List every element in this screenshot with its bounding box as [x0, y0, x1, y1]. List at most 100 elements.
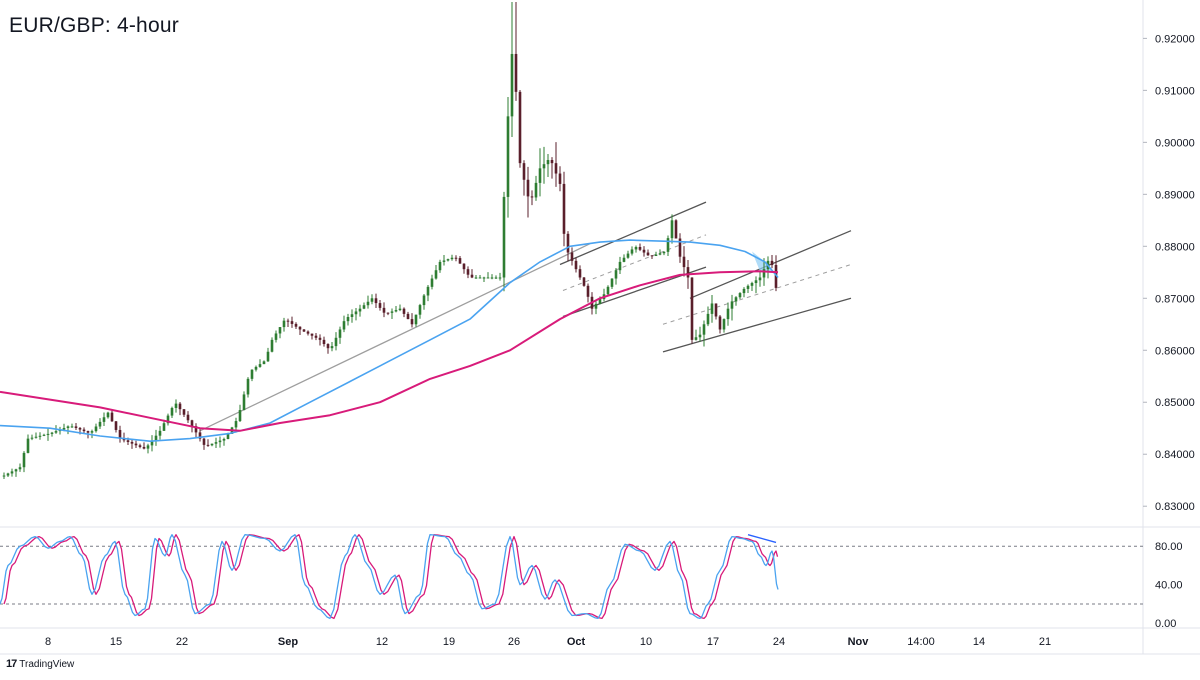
candle-body: [346, 317, 350, 322]
time-axis-label: 8: [45, 636, 51, 648]
price-tick-label: 0.91000: [1155, 85, 1195, 97]
trendline-channel2-upper: [689, 230, 852, 299]
candle-body: [326, 344, 330, 349]
candle-body: [614, 270, 618, 279]
candle-body: [142, 446, 146, 449]
candle-body: [78, 427, 82, 430]
candle-body: [754, 280, 758, 284]
candle-body: [750, 283, 754, 286]
candle-body: [334, 337, 338, 347]
candle-body: [570, 252, 574, 261]
time-axis-label: 15: [110, 636, 122, 648]
candle-body: [486, 277, 490, 279]
candle-body: [262, 361, 266, 365]
candle-body: [138, 445, 142, 447]
candle-body: [630, 249, 634, 254]
candle-body: [438, 261, 442, 271]
candle-body: [182, 409, 186, 415]
candle-body: [186, 414, 190, 421]
candle-body: [274, 333, 278, 340]
candle-body: [498, 277, 502, 279]
candle-body: [310, 333, 314, 336]
candle-body: [290, 321, 294, 324]
candle-body: [730, 301, 734, 309]
candle-body: [506, 116, 510, 197]
candle-body: [514, 53, 518, 92]
candle-body: [354, 311, 358, 315]
candle-body: [610, 278, 614, 287]
candle-body: [662, 251, 666, 254]
candle-body: [466, 269, 470, 275]
candle-body: [22, 452, 26, 468]
trendline-channel2-lower: [662, 297, 852, 353]
candle-body: [550, 160, 554, 164]
chart-title: EUR/GBP: 4-hour: [9, 14, 179, 37]
candle-body: [198, 432, 202, 439]
candle-body: [318, 337, 322, 340]
time-axis-label: 22: [176, 636, 188, 648]
candle-body: [510, 53, 514, 117]
candle-body: [394, 310, 398, 312]
candle-body: [34, 436, 38, 438]
candle-body: [542, 164, 546, 169]
candle-body: [398, 308, 402, 311]
candle-body: [722, 319, 726, 330]
time-axis-label: 21: [1039, 636, 1051, 648]
candle-body: [246, 378, 250, 395]
candle-body: [146, 445, 150, 449]
candle-body: [738, 293, 742, 298]
candle-body: [446, 259, 450, 261]
candle-body: [330, 346, 334, 349]
candle-body: [338, 329, 342, 338]
candle-body: [106, 412, 110, 418]
trendline-channel1-upper: [559, 201, 707, 266]
time-axis-label: 19: [443, 636, 455, 648]
candle-body: [314, 335, 318, 338]
time-axis-label: 12: [376, 636, 388, 648]
candle-body: [650, 255, 654, 257]
candle-body: [174, 403, 178, 408]
candle-body: [726, 308, 730, 320]
stoch-tick-label: 40.00: [1155, 580, 1183, 592]
candle-body: [646, 252, 650, 256]
candle-body: [82, 429, 86, 432]
candle-body: [150, 440, 154, 446]
candle-body: [530, 196, 534, 198]
candle-body: [46, 433, 50, 435]
candle-body: [698, 334, 702, 338]
candle-body: [14, 469, 18, 472]
candle-body: [166, 415, 170, 424]
candle-body: [378, 303, 382, 308]
time-axis-label: 17: [707, 636, 719, 648]
candle-body: [70, 426, 74, 428]
candle-body: [450, 257, 454, 260]
candle-body: [494, 277, 498, 279]
candle-body: [66, 426, 70, 428]
candle-body: [502, 196, 506, 278]
candle-body: [678, 238, 682, 257]
candle-body: [370, 298, 374, 302]
candle-body: [6, 473, 10, 476]
candle-body: [554, 163, 558, 174]
sma-blue-line: [0, 239, 779, 442]
candle-body: [534, 182, 538, 198]
candle-body: [190, 420, 194, 427]
candle-body: [102, 417, 106, 422]
candle-body: [482, 277, 486, 279]
price-tick-label: 0.86000: [1155, 345, 1195, 357]
candle-body: [402, 308, 406, 314]
candle-body: [522, 163, 526, 180]
price-tick-label: 0.84000: [1155, 449, 1195, 461]
candle-body: [386, 312, 390, 314]
candle-body: [518, 91, 522, 164]
tradingview-brand[interactable]: 17 TradingView: [6, 658, 74, 670]
candle-body: [390, 311, 394, 313]
candle-body: [690, 277, 694, 340]
candle-body: [306, 331, 310, 334]
candle-body: [258, 364, 262, 367]
time-axis-label: 24: [773, 636, 785, 648]
price-tick-label: 0.92000: [1155, 33, 1195, 45]
brand-name: TradingView: [19, 658, 75, 670]
candle-body: [250, 369, 254, 379]
